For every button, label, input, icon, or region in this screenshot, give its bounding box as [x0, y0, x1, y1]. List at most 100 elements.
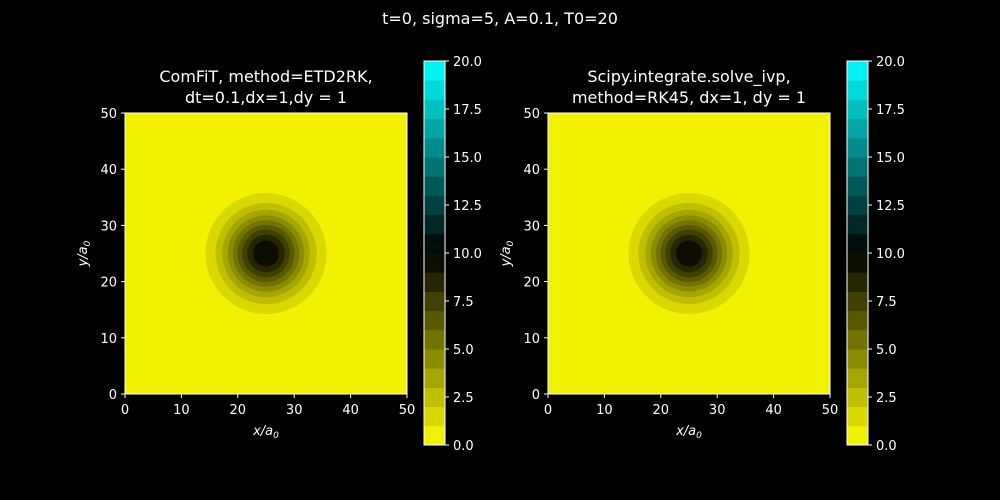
colorbar-band: [424, 118, 445, 139]
x-tick-label: 50: [399, 403, 416, 418]
x-tick-label: 40: [342, 403, 359, 418]
colorbar-tick-label: 2.5: [876, 391, 897, 406]
colorbar-band: [424, 253, 445, 273]
colorbar-band: [847, 387, 868, 408]
x-tick-label: 40: [765, 403, 782, 418]
contour-band: [676, 240, 702, 267]
colorbar-tick-label: 20.0: [453, 55, 482, 70]
y-axis-label: y/a0: [499, 240, 516, 267]
x-tick-label: 30: [709, 403, 726, 418]
colorbar-band: [847, 368, 868, 388]
colorbar-band: [424, 272, 445, 292]
chart-panel-1: 0 10 20 30 40 50 0 10 20 30 40 50 ComFiT, method=ETD…: [76, 55, 482, 454]
chart-title-line: ComFiT, method=ETD2RK,: [159, 67, 372, 86]
colorbar-tick-label: 2.5: [453, 391, 474, 406]
y-tick-label: 10: [100, 332, 117, 347]
colorbar-band: [424, 310, 445, 331]
colorbar-tick-label: 7.5: [876, 295, 897, 310]
colorbar-band: [424, 425, 445, 446]
colorbar: 0.0 2.5 5.0 7.5 10.0 12.5 15.0 17.5 20.0: [423, 55, 482, 454]
colorbar-band: [847, 195, 868, 216]
colorbar-band: [424, 368, 445, 388]
colorbar-band: [847, 406, 868, 427]
colorbar-band: [424, 99, 445, 120]
colorbar-band: [424, 137, 445, 158]
y-tick-label: 20: [523, 276, 540, 291]
x-tick-label: 30: [286, 403, 303, 418]
colorbar-band: [847, 329, 868, 350]
x-tick-label: 10: [173, 403, 190, 418]
colorbar-band: [424, 291, 445, 312]
colorbar-tick-label: 5.0: [453, 343, 474, 358]
colorbar-band: [424, 176, 445, 196]
colorbar-band: [424, 406, 445, 427]
contour-band: [253, 240, 279, 267]
x-tick-label: 0: [121, 403, 129, 418]
colorbar-tick-label: 17.5: [876, 103, 905, 118]
colorbar-band: [847, 253, 868, 273]
axes-frame: [547, 112, 831, 395]
y-tick-label: 50: [523, 107, 540, 122]
x-tick-label: 20: [230, 403, 247, 418]
colorbar-tick-label: 17.5: [453, 103, 482, 118]
colorbar-band: [847, 214, 868, 235]
colorbar-band: [847, 99, 868, 120]
axes-frame: [124, 112, 408, 395]
colorbar-band: [847, 272, 868, 292]
colorbar-tick-label: 12.5: [453, 199, 482, 214]
y-axis-label: y/a0: [76, 240, 93, 267]
colorbar-band: [424, 214, 445, 235]
colorbar-tick-label: 12.5: [876, 199, 905, 214]
colorbar-band: [847, 137, 868, 158]
plots: 0 10 20 30 40 50 0 10 20 30 40 50 ComFiT, method=ETD…: [76, 55, 905, 454]
colorbar-tick-label: 15.0: [453, 151, 482, 166]
colorbar-tick-label: 10.0: [453, 247, 482, 262]
colorbar-band: [847, 233, 868, 254]
colorbar-band: [847, 157, 868, 177]
chart-title-line: method=RK45, dx=1, dy = 1: [572, 88, 806, 107]
colorbar-tick-label: 15.0: [876, 151, 905, 166]
colorbar-band: [424, 61, 445, 81]
colorbar-band: [424, 349, 445, 369]
x-axis-label: x/a0: [252, 424, 279, 441]
colorbar-tick-label: 7.5: [453, 295, 474, 310]
y-tick-label: 40: [100, 163, 117, 178]
colorbar-band: [424, 233, 445, 254]
colorbar-band: [847, 80, 868, 100]
x-tick-label: 50: [822, 403, 839, 418]
colorbar-tick-label: 5.0: [876, 343, 897, 358]
colorbar-band: [424, 157, 445, 177]
colorbar-tick-label: 10.0: [876, 247, 905, 262]
chart-panel-2: 0 10 20 30 40 50 0 10 20 30 40 50 Scipy.integrate.so…: [499, 55, 905, 454]
x-tick-label: 20: [653, 403, 670, 418]
y-tick-label: 30: [100, 219, 117, 234]
colorbar-band: [424, 195, 445, 216]
colorbar-band: [847, 349, 868, 369]
y-tick-label: 30: [523, 219, 540, 234]
colorbar-tick-label: 20.0: [876, 55, 905, 70]
figure-suptitle: t=0, sigma=5, A=0.1, T0=20: [382, 9, 618, 28]
colorbar-band: [424, 329, 445, 350]
x-axis-label: x/a0: [675, 424, 702, 441]
chart-title-line: dt=0.1,dx=1,dy = 1: [185, 88, 347, 107]
colorbar-tick-label: 0.0: [453, 439, 474, 454]
colorbar-band: [847, 291, 868, 312]
colorbar-band: [847, 118, 868, 139]
colorbar-band: [847, 176, 868, 196]
colorbar-band: [424, 80, 445, 100]
colorbar: 0.0 2.5 5.0 7.5 10.0 12.5 15.0 17.5 20.0: [846, 55, 905, 454]
x-tick-label: 10: [596, 403, 613, 418]
colorbar-band: [847, 310, 868, 331]
x-tick-label: 0: [544, 403, 552, 418]
colorbar-band: [424, 387, 445, 408]
y-tick-label: 0: [109, 388, 117, 403]
y-tick-label: 40: [523, 163, 540, 178]
colorbar-band: [847, 61, 868, 81]
y-tick-label: 10: [523, 332, 540, 347]
colorbar-band: [847, 425, 868, 446]
y-tick-label: 20: [100, 276, 117, 291]
y-tick-label: 0: [532, 388, 540, 403]
chart-title-line: Scipy.integrate.solve_ivp,: [587, 67, 790, 87]
colorbar-tick-label: 0.0: [876, 439, 897, 454]
